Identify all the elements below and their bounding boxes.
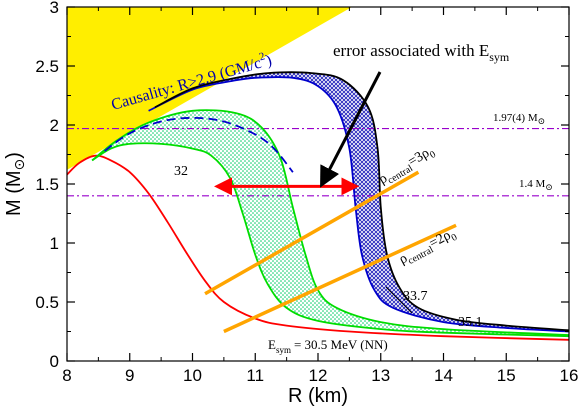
green-uncertainty-band (92, 110, 569, 337)
series-line-0 (67, 154, 569, 341)
causality-region (67, 7, 352, 170)
ref-label-197: 1.97(4) M⊙ (493, 112, 545, 126)
y-tick-label-4: 2 (50, 116, 59, 135)
density-line-1 (223, 223, 457, 334)
label-337: 33.7 (403, 289, 428, 304)
error-pointer-arrow (320, 71, 382, 188)
y-tick-label-0: 0 (50, 352, 59, 371)
y-axis-label: M (M⊙) (3, 152, 27, 216)
y-tick-label-3: 1.5 (35, 175, 59, 194)
y-tick-label-2: 1 (50, 234, 59, 253)
series-line-5 (154, 71, 569, 332)
x-tick-label-2: 10 (183, 366, 202, 385)
x-tick-label-1: 9 (125, 366, 134, 385)
error-annotation: error associated with Esym (333, 41, 510, 64)
y-tick-label-6: 3 (50, 0, 59, 17)
rho-3-label: ρcentral=3ρ0 (376, 143, 438, 190)
x-tick-label-8: 16 (560, 366, 579, 385)
label-351: 35.1 (458, 315, 483, 330)
esym-label: Esym = 30.5 MeV (NN) (268, 337, 388, 355)
label-leader-337 (385, 286, 413, 314)
x-tick-label-0: 8 (62, 366, 71, 385)
label-32: 32 (174, 164, 188, 179)
x-tick-label-4: 12 (309, 366, 328, 385)
density-line-0 (204, 170, 420, 296)
ref-label-14: 1.4 M⊙ (519, 178, 553, 192)
y-tick-label-1: 0.5 (35, 293, 59, 312)
x-tick-label-6: 14 (434, 366, 453, 385)
blue-uncertainty-band (148, 72, 569, 332)
series-line-3 (104, 116, 294, 173)
x-tick-label-7: 15 (497, 366, 516, 385)
x-tick-label-5: 13 (371, 366, 390, 385)
x-axis-label: R (km) (288, 385, 348, 407)
x-tick-label-3: 11 (246, 366, 264, 385)
y-tick-label-5: 2.5 (35, 57, 59, 76)
series-line-1 (91, 142, 569, 338)
series-line-4 (148, 76, 569, 333)
